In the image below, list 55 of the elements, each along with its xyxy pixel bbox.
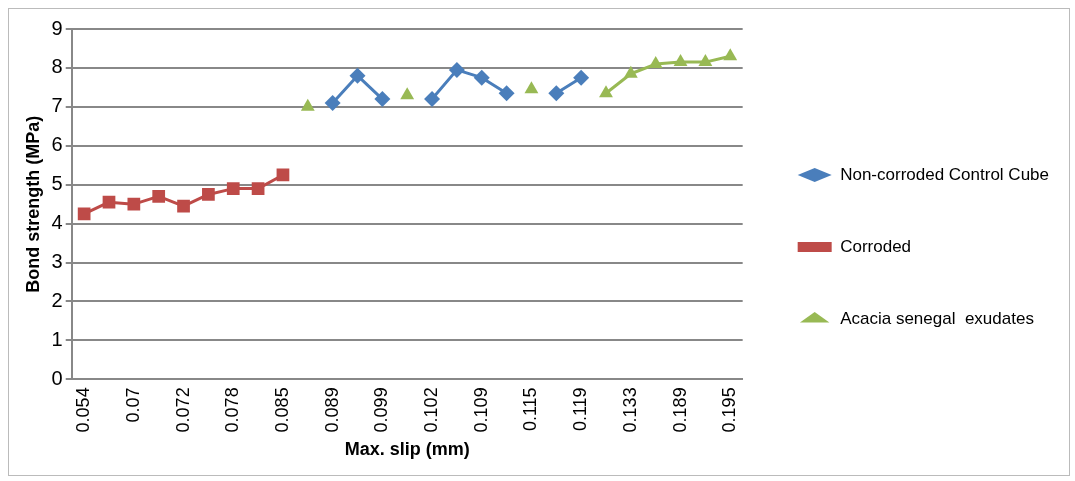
- y-tick-label: 0: [51, 366, 63, 389]
- x-tick-label: 0.078: [222, 387, 243, 433]
- y-tick-label: 2: [51, 289, 63, 312]
- y-tick-label: 3: [51, 250, 63, 273]
- point: [300, 98, 315, 111]
- x-tick-label: 0.195: [719, 387, 740, 433]
- point: [448, 61, 465, 78]
- y-tick-label: 7: [51, 94, 63, 117]
- y-axis-title: Bond strength (MPa): [22, 115, 43, 293]
- x-tick-label: 0.07: [122, 387, 143, 423]
- x-tick-label: 0.189: [669, 387, 690, 433]
- x-tick-label: 0.085: [271, 387, 292, 433]
- point: [599, 85, 613, 98]
- y-tick-label: 8: [51, 55, 63, 78]
- point: [400, 87, 415, 100]
- point: [127, 197, 141, 211]
- x-tick-label: 0.054: [73, 387, 94, 433]
- x-tick-label: 0.119: [570, 387, 591, 432]
- y-tick-label: 5: [51, 172, 63, 195]
- point: [548, 85, 565, 102]
- point: [324, 94, 341, 111]
- point: [177, 199, 190, 213]
- x-tick-label: 0.072: [172, 387, 193, 433]
- point: [673, 54, 688, 67]
- point: [524, 81, 539, 94]
- point: [723, 48, 738, 61]
- point: [102, 195, 116, 209]
- x-axis-title: Max. slip (mm): [344, 439, 470, 460]
- y-tick-label: 6: [51, 133, 63, 156]
- legend-label: Acacia senegal exudates: [840, 308, 1034, 328]
- x-tick-label: 0.109: [470, 387, 491, 433]
- point: [473, 69, 490, 86]
- point: [77, 207, 91, 221]
- x-tick-label: 0.089: [321, 387, 342, 433]
- legend-label: Corroded: [840, 236, 912, 256]
- legend-label: Non-corroded Control Cube: [840, 164, 1050, 184]
- x-tick-label: 0.133: [619, 387, 640, 433]
- point: [152, 190, 166, 203]
- x-tick-label: 0.102: [421, 387, 442, 433]
- x-tick-label: 0.099: [371, 387, 392, 433]
- point: [698, 54, 713, 67]
- y-tick-label: 4: [51, 211, 63, 234]
- point: [374, 91, 391, 108]
- point: [251, 182, 265, 195]
- point: [623, 65, 638, 78]
- point: [498, 85, 515, 102]
- point: [648, 56, 663, 69]
- x-tick-label: 0.115: [520, 387, 541, 432]
- y-tick-label: 9: [51, 16, 63, 39]
- point: [202, 188, 215, 201]
- point: [424, 91, 441, 108]
- point: [226, 182, 240, 195]
- point: [573, 69, 590, 86]
- y-tick-label: 1: [51, 327, 63, 350]
- point: [349, 67, 366, 84]
